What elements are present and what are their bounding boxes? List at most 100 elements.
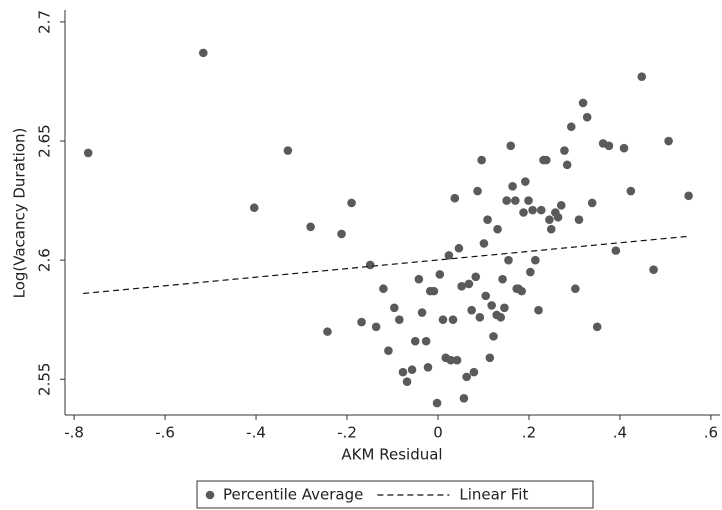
data-point xyxy=(511,196,520,205)
data-point xyxy=(477,155,486,165)
data-point xyxy=(508,181,517,191)
data-point xyxy=(407,365,417,375)
y-tick-label: 2.65 xyxy=(36,124,54,157)
data-point xyxy=(493,224,502,234)
data-point xyxy=(517,286,526,296)
data-point xyxy=(398,367,408,377)
data-point xyxy=(528,205,537,215)
data-point xyxy=(526,267,535,277)
data-point xyxy=(371,322,381,332)
data-point xyxy=(457,282,466,291)
data-point xyxy=(536,205,546,215)
data-point xyxy=(306,222,315,232)
data-point xyxy=(421,336,431,346)
x-tick-label: -.4 xyxy=(246,424,266,442)
data-point xyxy=(574,215,584,224)
legend-symbol xyxy=(205,490,215,500)
data-point xyxy=(578,98,588,108)
data-point xyxy=(444,251,454,260)
data-point xyxy=(500,303,509,313)
fit-line xyxy=(83,235,689,295)
data-point xyxy=(611,246,621,255)
x-axis-title: AKM Residual xyxy=(341,446,442,464)
x-tick-label: -.8 xyxy=(64,424,84,442)
data-point xyxy=(475,313,485,322)
data-point xyxy=(323,327,332,336)
data-point xyxy=(410,336,420,346)
data-point xyxy=(506,141,516,151)
data-point xyxy=(249,203,259,213)
data-point xyxy=(337,229,346,239)
data-point xyxy=(395,315,404,325)
data-point xyxy=(519,208,528,217)
data-point xyxy=(417,308,427,317)
x-tick-label: 0 xyxy=(433,424,443,442)
data-point xyxy=(438,315,448,325)
data-point xyxy=(390,303,399,313)
legend-box xyxy=(196,480,594,509)
data-point xyxy=(521,177,530,186)
data-point xyxy=(534,305,543,315)
legend-label: Percentile Average xyxy=(223,486,363,504)
data-point xyxy=(448,315,458,325)
data-point xyxy=(450,193,460,203)
data-point xyxy=(414,274,424,284)
data-point xyxy=(454,243,464,253)
x-tick-label: .4 xyxy=(613,424,627,442)
data-point xyxy=(498,274,507,284)
data-point xyxy=(464,279,474,289)
y-axis-title: Log(Vacancy Duration) xyxy=(11,128,29,299)
data-point xyxy=(553,212,563,222)
data-point xyxy=(571,284,580,294)
data-point xyxy=(562,160,572,170)
data-point xyxy=(283,146,293,155)
data-point xyxy=(541,155,551,165)
x-tick-label: .6 xyxy=(704,424,718,442)
data-point xyxy=(481,291,491,301)
data-point xyxy=(483,215,492,224)
data-point xyxy=(546,224,556,234)
data-point xyxy=(423,363,433,372)
x-tick-label: -.2 xyxy=(337,424,357,442)
data-point xyxy=(531,255,540,265)
data-point xyxy=(556,201,566,210)
data-point xyxy=(566,122,576,132)
data-point xyxy=(619,143,629,153)
data-point xyxy=(626,186,636,196)
x-tick-label: -.6 xyxy=(155,424,175,442)
data-point xyxy=(347,198,356,208)
data-point xyxy=(469,367,479,377)
data-point xyxy=(198,48,208,58)
data-point xyxy=(496,313,506,322)
data-point xyxy=(83,148,93,158)
data-point xyxy=(357,317,366,327)
x-tick-label: .2 xyxy=(522,424,536,442)
data-point xyxy=(649,265,658,274)
data-point xyxy=(462,372,471,382)
data-point xyxy=(637,72,647,82)
data-point xyxy=(485,353,495,363)
data-point xyxy=(402,377,412,386)
data-point xyxy=(545,215,554,224)
data-point xyxy=(459,394,469,403)
data-point xyxy=(560,146,569,155)
data-point xyxy=(664,136,673,146)
data-point xyxy=(432,398,442,408)
data-point xyxy=(582,112,592,122)
data-point xyxy=(467,305,476,315)
data-point xyxy=(487,301,496,310)
data-point xyxy=(384,346,393,355)
data-point xyxy=(365,260,375,270)
data-point xyxy=(604,141,614,151)
legend-label: Linear Fit xyxy=(459,486,528,504)
y-tick-label: 2.55 xyxy=(36,363,54,396)
data-point xyxy=(587,198,597,208)
data-point xyxy=(452,355,462,365)
data-point xyxy=(379,284,388,294)
data-point xyxy=(684,191,693,201)
data-point xyxy=(446,355,456,365)
data-point xyxy=(429,286,439,296)
data-point xyxy=(504,255,513,265)
data-point xyxy=(479,239,489,248)
